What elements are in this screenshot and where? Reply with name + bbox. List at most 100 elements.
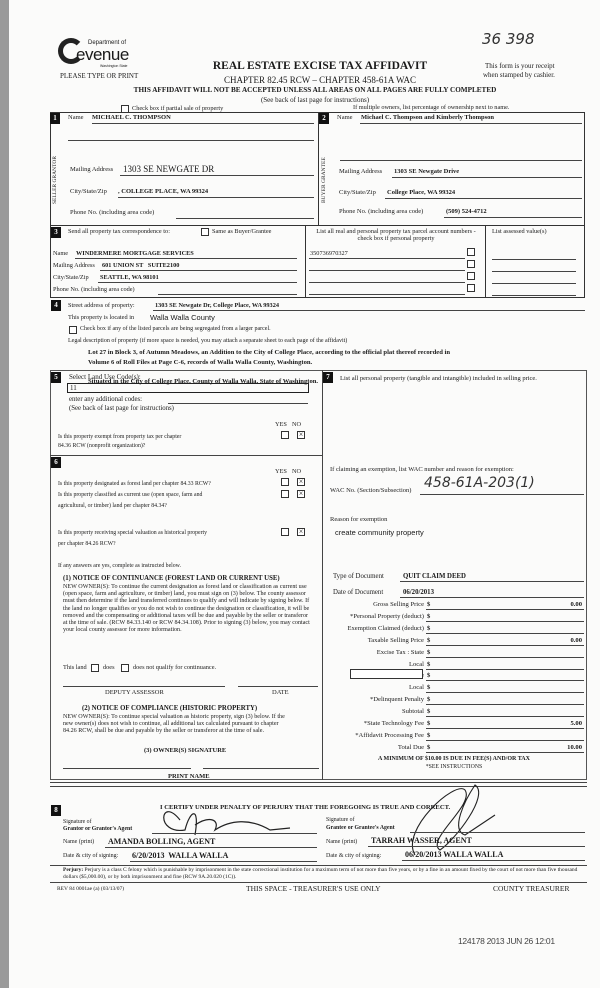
s3-city[interactable]: SEATTLE, WA 98101 (100, 274, 159, 281)
section-number: 3 (51, 227, 61, 238)
section-number: 5 (51, 372, 61, 383)
rule (168, 403, 308, 404)
exempt-yes-checkbox[interactable] (281, 431, 289, 439)
grantor-sig-label-1: Signature of (63, 819, 92, 825)
currency-sign: $ (427, 624, 431, 632)
segregated-checkbox[interactable] (69, 326, 77, 334)
historic-yes-checkbox[interactable] (281, 528, 289, 536)
land-use-code-input[interactable]: 11 (67, 383, 309, 393)
grantee-signature[interactable] (395, 770, 505, 870)
no-header: NO (292, 468, 302, 475)
grantor-name[interactable]: AMANDA BOLLING, AGENT (108, 837, 216, 846)
seller-mail[interactable]: 1303 SE NEWGATE DR (123, 164, 215, 174)
deputy-assessor-label: DEPUTY ASSESSOR (105, 689, 164, 696)
date-label: DATE (272, 689, 289, 696)
s3-mail[interactable]: 601 UNION ST SUITE2100 (102, 262, 180, 269)
rule (492, 259, 576, 260)
does-not-checkbox[interactable] (121, 664, 129, 672)
perjury-note: Perjury: Perjury is a class C felony whi… (63, 867, 585, 881)
personal-property-checkbox[interactable] (467, 260, 475, 268)
rule (153, 310, 585, 311)
rule (426, 751, 584, 753)
personal-property-label: List all personal property (tangible and… (340, 375, 537, 382)
grantor-date-label: Date & city of signing: (63, 853, 119, 859)
doc-type[interactable]: QUIT CLAIM DEED (403, 573, 466, 580)
s3-name[interactable]: WINDERMERE MORTGAGE SERVICES (76, 250, 194, 257)
additional-codes-label: enter any additional codes: (69, 396, 143, 403)
rule (309, 294, 465, 295)
does-checkbox[interactable] (91, 664, 99, 672)
rule (410, 832, 585, 833)
buyer-city-label: City/State/Zip (339, 189, 376, 196)
wac-number[interactable]: 458-61A-203(1) (424, 475, 535, 491)
buyer-mail[interactable]: 1303 SE Newgate Drive (394, 168, 460, 175)
grantor-signature[interactable] (150, 790, 320, 840)
fee-value[interactable]: 10.00 (567, 743, 582, 751)
wac-label: WAC No. (Section/Subsection) (330, 487, 412, 494)
buyer-city[interactable]: College Place, WA 99324 (387, 189, 456, 196)
currency-sign: $ (427, 636, 431, 644)
fee-label: *Personal Property (deduct) (350, 612, 424, 620)
personal-property-checkbox[interactable] (467, 248, 475, 256)
fee-value[interactable]: 0.00 (570, 601, 582, 608)
doc-date-label: Date of Document (333, 589, 384, 596)
reason-label: Reason for exemption (330, 516, 388, 523)
does-not-label: does not qualify for continuance. (133, 664, 217, 671)
divider (50, 786, 587, 787)
logo-state: Washington State (100, 64, 128, 68)
historic-no-checkbox[interactable]: × (297, 527, 305, 536)
see-instructions: *SEE INSTRUCTIONS (425, 764, 483, 770)
rule (385, 198, 582, 199)
buyer-phone[interactable]: (509) 524-4712 (446, 208, 487, 215)
see-back: (See back of last page for instructions) (260, 96, 370, 104)
current-use-no-checkbox[interactable]: × (297, 489, 305, 498)
grantor-date[interactable]: 6/20/2013 WALLA WALLA (132, 851, 229, 860)
forest-yes-checkbox[interactable] (281, 478, 289, 486)
rule (402, 860, 585, 861)
rule (309, 270, 465, 271)
personal-property-checkbox[interactable] (467, 272, 475, 280)
grantee-sig-label-2: Grantee or Grantee's Agent (326, 825, 395, 831)
county-treasurer: COUNTY TREASURER (493, 884, 570, 893)
doc-date[interactable]: 06/20/2013 (403, 589, 434, 596)
personal-property-checkbox[interactable] (467, 284, 475, 292)
street-address[interactable]: 1303 SE Newgate Dr, College Place, WA 99… (155, 302, 279, 309)
parcel-number[interactable]: 350736970327 (310, 250, 348, 257)
notice-2-body: NEW OWNER(S): To continue special valuat… (63, 714, 285, 735)
rule (426, 728, 584, 729)
certify-statement: I CERTIFY UNDER PENALTY OF PERJURY THAT … (160, 804, 451, 811)
if-yes-note: If any answers are yes, complete as inst… (58, 563, 181, 569)
grantee-date[interactable]: 06/20/2013 WALLA WALLA (405, 850, 504, 859)
fee-label: *Affidavit Processing Fee (355, 731, 424, 739)
historic-question-2: per chapter 84.26 RCW? (58, 541, 116, 547)
rule (63, 768, 191, 769)
buyer-side-label: BUYER GRANTEE (321, 157, 327, 203)
seller-city[interactable]: , COLLEGE PLACE, WA 99324 (118, 188, 209, 195)
perjury-text: Perjury is a class C felony which is pun… (63, 867, 578, 880)
street-label: Street address of property: (68, 302, 135, 309)
reason-value[interactable]: create community property (335, 528, 424, 537)
seller-name[interactable]: MICHAEL C. THOMPSON (92, 114, 171, 121)
county[interactable]: Walla Walla County (150, 313, 215, 322)
forest-no-checkbox[interactable]: × (297, 477, 305, 486)
exempt-no-checkbox[interactable]: × (297, 430, 305, 439)
segregated-label: Check box if any of the listed parcels a… (80, 326, 271, 332)
currency-sign: $ (427, 720, 431, 727)
fee-value[interactable]: 0.00 (570, 636, 582, 644)
grantee-name-label: Name (print) (326, 839, 358, 845)
notice-1-body: NEW OWNER(S): To continue the current de… (63, 584, 310, 634)
buyer-name[interactable]: Michael C. Thompson and Kimberly Thompso… (361, 114, 495, 121)
fee-label: Gross Selling Price (373, 601, 424, 608)
same-as-buyer-checkbox[interactable] (201, 228, 209, 236)
grantee-name[interactable]: TARRAH WASSER, AGENT (371, 836, 472, 845)
fee-value[interactable]: 5.00 (570, 720, 582, 727)
form-title: REAL ESTATE EXCISE TAX AFFIDAVIT (212, 60, 428, 72)
rule (118, 197, 314, 198)
excise-rate-box[interactable] (350, 669, 423, 679)
current-use-yes-checkbox[interactable] (281, 490, 289, 498)
minimum-note: A MINIMUM OF $10.00 IS DUE IN FEE(S) AND… (378, 756, 530, 762)
seller-city-label: City/State/Zip (70, 188, 107, 195)
sections-5-7-box (50, 370, 587, 780)
historic-question-1: Is this property receiving special valua… (58, 530, 208, 536)
this-land-label: This land (63, 664, 87, 671)
